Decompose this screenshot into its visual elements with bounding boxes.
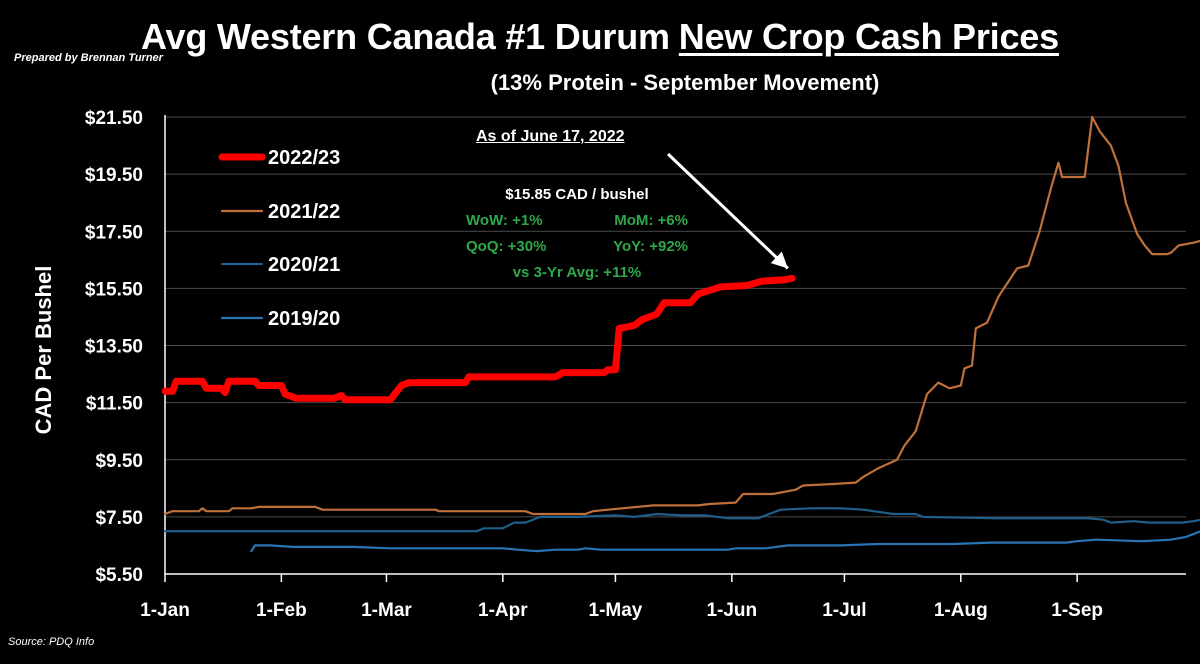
y-tick-label: $15.50: [85, 279, 143, 300]
x-tick-label: 1-Jun: [706, 600, 757, 621]
change-row-2: QoQ: +30% YoY: +92%: [432, 234, 722, 260]
legend-label-2019-20: 2019/20: [268, 308, 340, 330]
series-line-2020-21: [163, 507, 1200, 533]
credit-text: Prepared by Brennan Turner: [14, 52, 163, 64]
x-tick-label: 1-Apr: [478, 600, 528, 621]
y-tick-label: $9.50: [95, 451, 143, 472]
qoq-change: QoQ: +30%: [466, 238, 547, 255]
wow-change: WoW: +1%: [466, 212, 543, 229]
mom-change: MoM: +6%: [614, 212, 688, 229]
x-tick-label: 1-Feb: [256, 600, 307, 621]
x-tick-label: 1-Sep: [1051, 600, 1103, 621]
source-text: Source: PDQ Info: [8, 636, 95, 648]
legend-label-2020-21: 2020/21: [268, 254, 340, 276]
series-line-2022-23: [161, 274, 796, 404]
y-tick-label: $13.50: [85, 337, 143, 358]
series-line-2021-22: [163, 115, 1200, 516]
chart-subtitle: (13% Protein - September Movement): [490, 70, 880, 95]
y-tick-label: $7.50: [95, 508, 143, 529]
current-price: $15.85 CAD / bushel: [505, 186, 649, 203]
annotation-arrow: [666, 152, 789, 270]
x-tick-label: 1-Mar: [361, 600, 412, 621]
y-tick-label: $11.50: [86, 394, 143, 415]
title-part-1: Avg Western Canada #1 Durum: [141, 16, 670, 57]
as-of-date: As of June 17, 2022: [476, 128, 625, 145]
series-line-2019-20: [250, 530, 1200, 553]
x-tick-label: 1-Aug: [934, 600, 988, 621]
legend-label-2022-23: 2022/23: [268, 147, 340, 169]
chart-title: Avg Western Canada #1 Durum New Crop Cash…: [0, 16, 1200, 58]
price-summary: $15.85 CAD / bushel WoW: +1% MoM: +6% QoQ…: [432, 182, 722, 286]
annotation-arrowhead: [770, 251, 788, 269]
title-part-2: New Crop Cash Prices: [678, 16, 1059, 57]
y-tick-label: $17.50: [85, 222, 143, 243]
avg3-change: vs 3-Yr Avg: +11%: [512, 264, 642, 281]
x-tick-label: 1-Jan: [140, 600, 190, 621]
x-tick-label: 1-Jul: [822, 600, 866, 621]
legend-label-2021-22: 2021/22: [268, 201, 340, 223]
x-tick-label: 1-May: [589, 600, 643, 621]
change-row-1: WoW: +1% MoM: +6%: [432, 208, 722, 234]
y-tick-label: $19.50: [85, 165, 143, 186]
y-tick-label: $21.50: [85, 108, 143, 129]
y-tick-label: $5.50: [95, 565, 143, 586]
yoy-change: YoY: +92%: [613, 238, 688, 255]
